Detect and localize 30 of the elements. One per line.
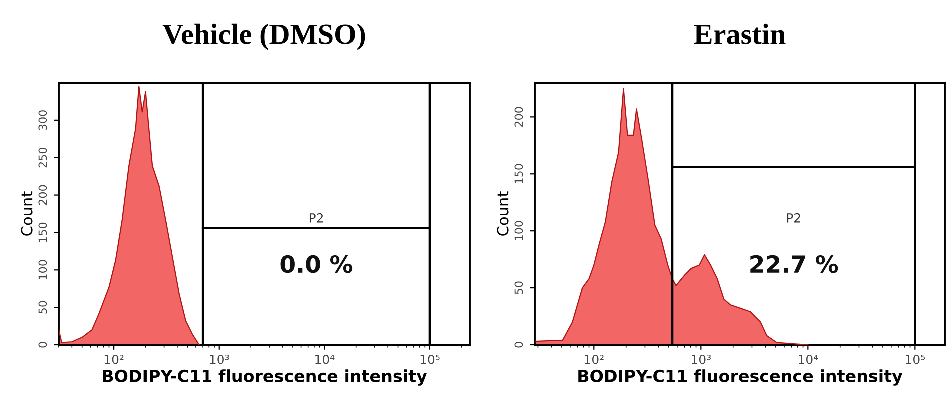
x-tick-label: 10⁴ [316,354,335,364]
y-tick-label: 0 [514,342,524,348]
y-tick-label: 0 [38,342,48,348]
x-tick-label: 10⁵ [906,354,926,364]
annotation: P2 [310,213,323,223]
y-tick-label: 200 [38,185,48,206]
y-tick-label: 150 [514,164,524,184]
y-tick-label: 150 [38,222,48,242]
chart-title: Vehicle (DMSO) [162,24,366,50]
x-tick-label: 10³ [210,354,230,364]
x-tick-label: 10⁵ [420,354,440,364]
x-axis-title: BODIPY-C11 fluorescence intensity [103,370,428,386]
annotation: 0.0 % [280,255,353,274]
x-tick-label: 10³ [692,354,711,364]
y-axis-title: Count [497,192,509,236]
x-tick-label: 10² [104,354,124,364]
chart-title: Erastin [694,24,786,44]
x-tick-label: 10⁴ [799,354,818,364]
annotation: P2 [787,213,800,223]
y-tick-label: 250 [38,148,48,168]
y-tick-label: 50 [38,301,48,314]
y-tick-label: 50 [514,282,524,294]
y-axis-title: Count [21,192,33,236]
y-tick-label: 100 [38,260,48,280]
x-axis-title: BODIPY-C11 fluorescence intensity [578,370,903,386]
y-tick-label: 300 [38,110,48,130]
annotation: 22.7 % [750,255,838,274]
y-tick-label: 100 [514,221,524,240]
x-tick-label: 10² [585,354,604,364]
y-tick-label: 200 [514,107,524,127]
